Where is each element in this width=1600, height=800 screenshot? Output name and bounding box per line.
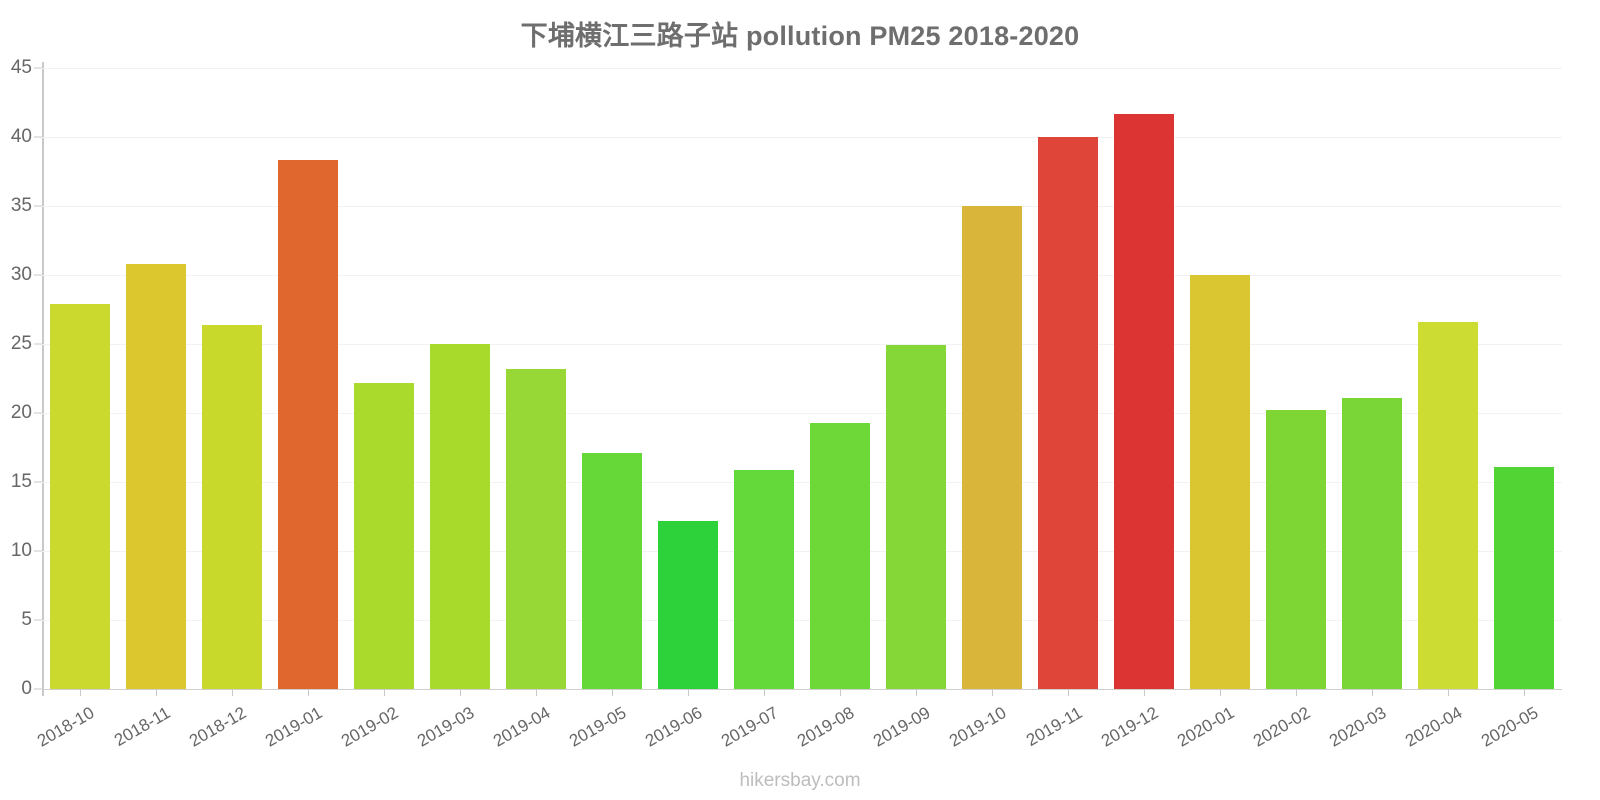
bar[interactable] [506, 368, 566, 689]
y-tick-mark [34, 550, 43, 552]
gridline [42, 344, 1562, 345]
gridline [42, 689, 1562, 690]
x-tick-mark [764, 689, 765, 696]
bar[interactable] [1494, 466, 1554, 689]
y-tick-mark [34, 343, 43, 345]
x-tick-label: 2019-12 [1097, 703, 1162, 751]
y-tick-label: 20 [10, 402, 32, 423]
x-tick-label: 2018-11 [111, 703, 174, 751]
y-tick-mark [34, 205, 43, 207]
x-tick-mark [992, 689, 993, 696]
bar[interactable] [50, 303, 110, 689]
x-tick-mark [308, 689, 309, 696]
chart-title: 下埔横江三路子站 pollution PM25 2018-2020 [520, 21, 1080, 51]
x-tick-mark [840, 689, 841, 696]
bar[interactable] [354, 382, 414, 689]
x-tick-label: 2019-05 [565, 703, 630, 751]
x-tick-label: 2019-11 [1023, 703, 1086, 751]
bar[interactable] [810, 422, 870, 689]
y-tick-mark [34, 136, 43, 138]
x-tick-mark [80, 689, 81, 696]
bar[interactable] [1266, 410, 1326, 689]
x-tick-label: 2019-03 [413, 703, 478, 751]
x-tick-label: 2018-12 [185, 703, 250, 751]
bar[interactable] [1342, 397, 1402, 689]
bar[interactable] [202, 324, 262, 689]
x-tick-label: 2020-02 [1249, 703, 1314, 751]
y-tick-label: 45 [10, 57, 32, 78]
x-tick-mark [1296, 689, 1297, 696]
x-tick-label: 2019-01 [261, 703, 326, 751]
x-tick-mark [1448, 689, 1449, 696]
y-tick-mark [34, 688, 43, 690]
bar[interactable] [658, 520, 718, 689]
x-axis: 2018-10 2018-11 2018-12 2019-01 2019-02 2019-… [34, 689, 1562, 779]
x-tick-mark [460, 689, 461, 696]
gridlines [42, 68, 1562, 690]
bar[interactable] [1190, 275, 1250, 689]
x-tick-label: 2019-02 [337, 703, 402, 751]
y-tick-label: 15 [10, 471, 32, 492]
y-tick-label: 40 [10, 126, 32, 147]
bar[interactable] [1418, 321, 1478, 689]
x-tick-label: 2020-04 [1401, 703, 1466, 751]
plot-area [42, 68, 1562, 690]
x-tick-mark [688, 689, 689, 696]
x-tick-label: 2019-06 [641, 703, 706, 751]
x-tick-mark [612, 689, 613, 696]
bar[interactable] [962, 206, 1022, 689]
y-tick-label: 35 [10, 195, 32, 216]
x-tick-label: 2019-09 [869, 703, 934, 751]
x-tick-mark [232, 689, 233, 696]
x-tick-mark [916, 689, 917, 696]
y-tick-label: 10 [10, 540, 32, 561]
y-tick-mark [34, 619, 43, 621]
x-tick-mark [1372, 689, 1373, 696]
x-tick-label: 2019-04 [489, 703, 554, 751]
bar[interactable] [734, 469, 794, 689]
y-tick-mark [34, 412, 43, 414]
y-tick-label: 25 [10, 333, 32, 354]
y-tick-mark [34, 274, 43, 276]
gridline [42, 206, 1562, 207]
y-tick-label: 0 [21, 678, 32, 699]
y-tick-label: 30 [10, 264, 32, 285]
bar-series [42, 68, 1562, 689]
x-tick-mark [536, 689, 537, 696]
y-tick-mark [34, 481, 43, 483]
gridline [42, 620, 1562, 621]
gridline [42, 551, 1562, 552]
x-tick-label: 2020-05 [1477, 703, 1542, 751]
gridline [42, 482, 1562, 483]
x-tick-label: 2019-07 [717, 703, 782, 751]
footer-credit: hikersbay.com [739, 770, 861, 791]
bar[interactable] [886, 345, 946, 689]
y-axis: 0 5 10 15 20 25 30 35 40 45 [0, 0, 43, 800]
x-tick-label: 2020-01 [1173, 703, 1238, 751]
bar[interactable] [430, 344, 490, 689]
x-tick-label: 2020-03 [1325, 703, 1390, 751]
x-tick-mark [1068, 689, 1069, 696]
x-tick-mark [1524, 689, 1525, 696]
gridline [42, 275, 1562, 276]
y-tick-mark [34, 67, 43, 69]
x-tick-mark [1220, 689, 1221, 696]
gridline [42, 68, 1562, 69]
x-tick-mark [156, 689, 157, 696]
bar[interactable] [1114, 113, 1174, 689]
bar[interactable] [126, 263, 186, 689]
x-tick-label: 2019-08 [793, 703, 858, 751]
x-tick-mark [384, 689, 385, 696]
bar[interactable] [582, 453, 642, 689]
y-axis-line [42, 62, 44, 696]
gridline [42, 137, 1562, 138]
y-tick-label: 5 [21, 609, 32, 630]
x-tick-label: 2019-10 [945, 703, 1010, 751]
bar[interactable] [1038, 137, 1098, 689]
bar[interactable] [278, 160, 338, 689]
gridline [42, 413, 1562, 414]
x-tick-mark [1144, 689, 1145, 696]
